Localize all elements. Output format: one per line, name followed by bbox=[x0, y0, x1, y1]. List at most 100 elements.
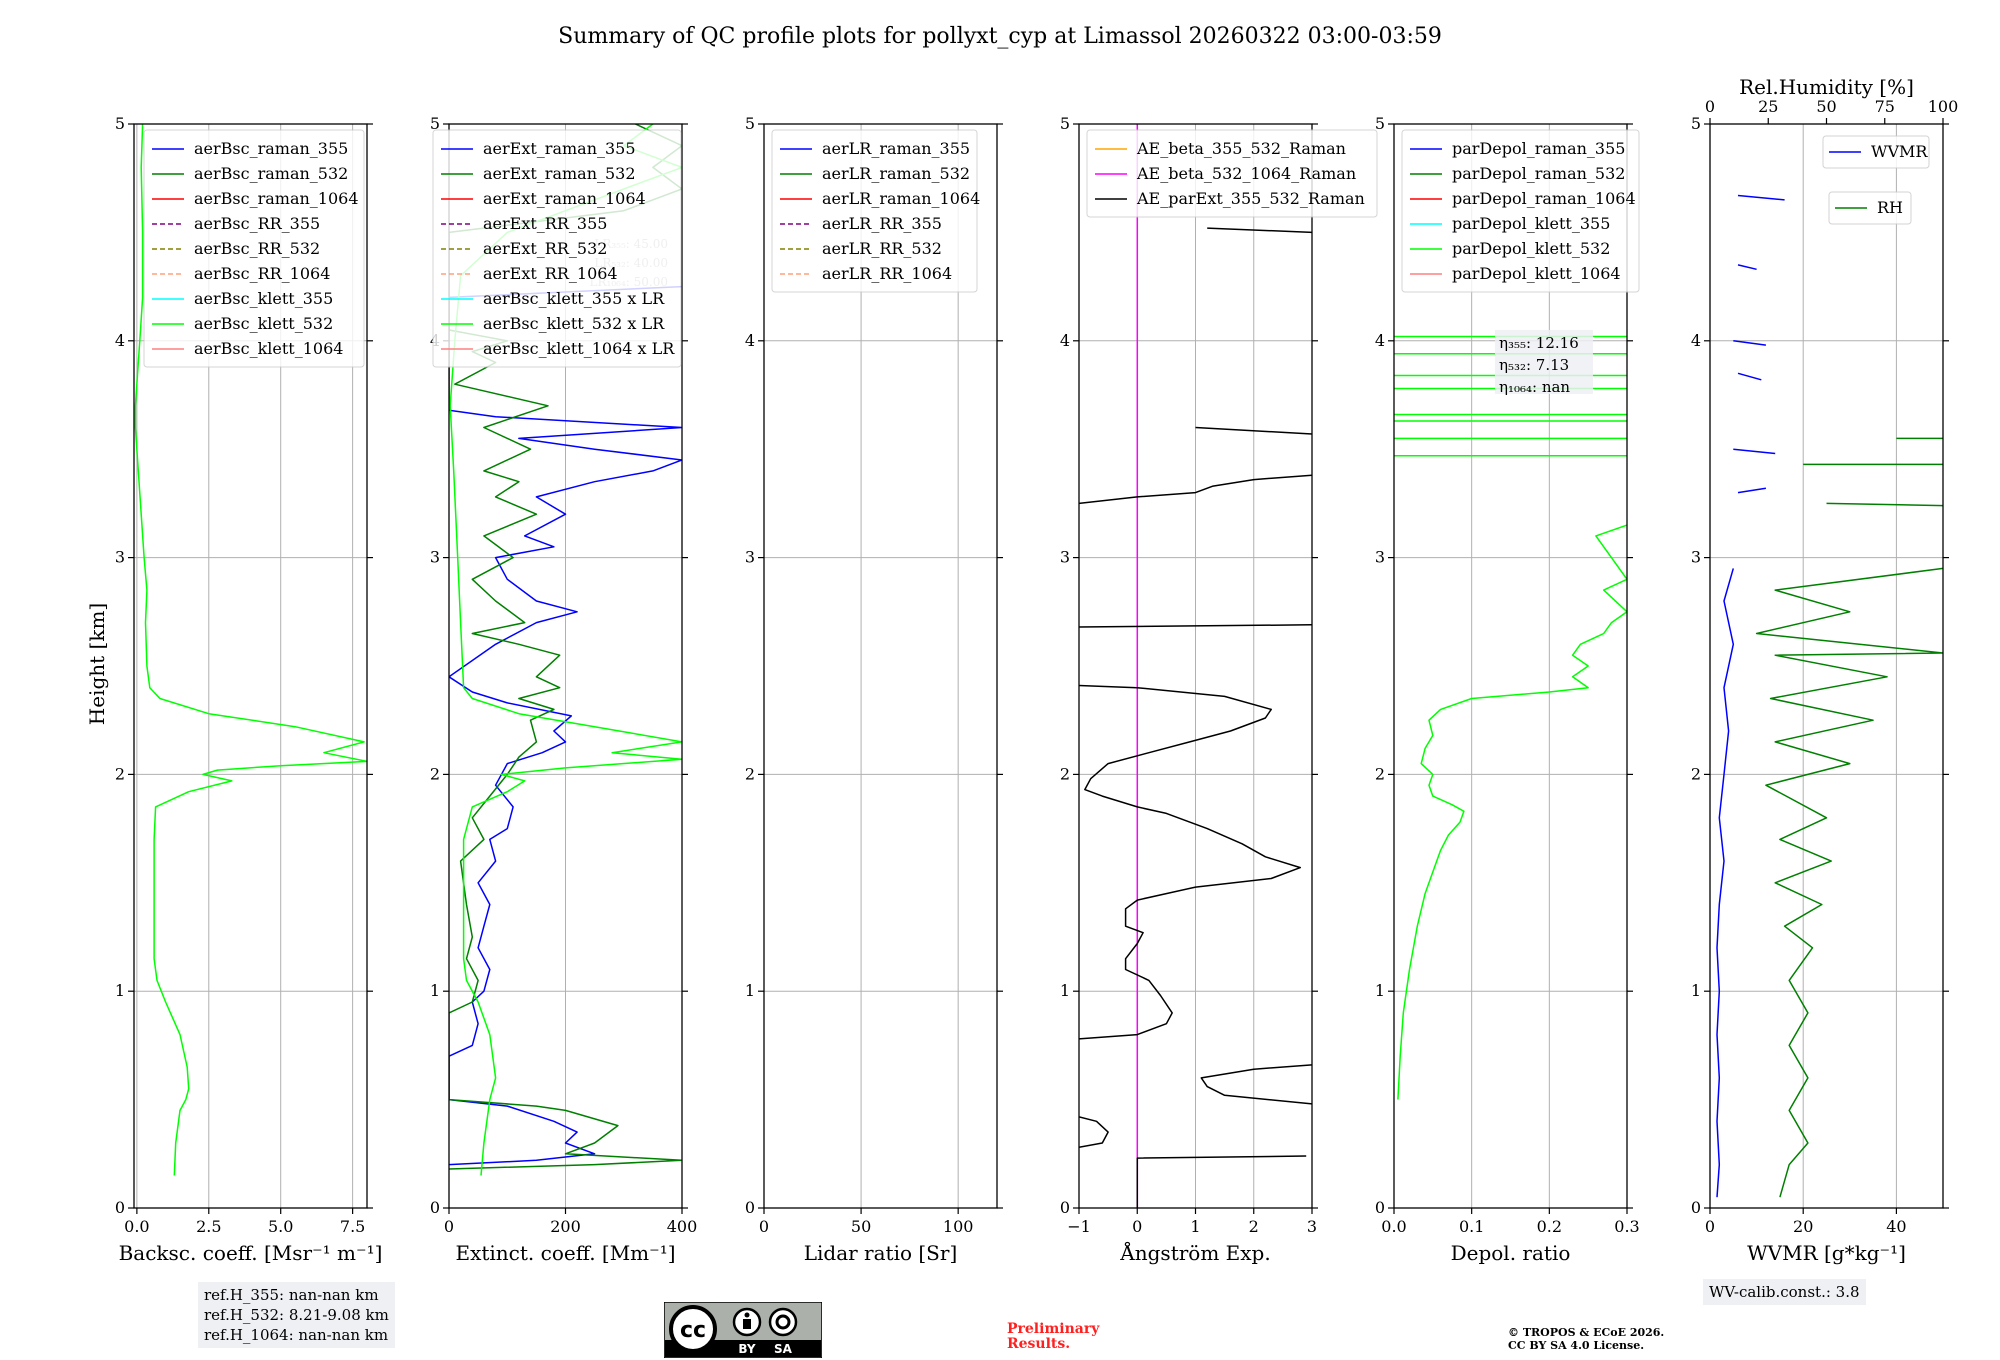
legend-label: WVMR bbox=[1871, 142, 1928, 161]
wv-calib-box: WV-calib.const.: 3.8 bbox=[1703, 1279, 1866, 1305]
y-tick-label: 3 bbox=[115, 548, 125, 567]
series-line-AE_parExt_355_532_Raman bbox=[1079, 624, 1312, 628]
y-tick-label: 1 bbox=[430, 981, 440, 1000]
x-tick-label: 7.5 bbox=[340, 1217, 365, 1236]
legend-label: aerLR_raman_355 bbox=[822, 139, 970, 158]
series-line-AE_parExt_355_532_Raman bbox=[1207, 227, 1312, 234]
legend-label: aerLR_RR_355 bbox=[822, 214, 942, 233]
x-tick-label: 5.0 bbox=[268, 1217, 293, 1236]
y-tick-label: 5 bbox=[1375, 114, 1385, 133]
y-tick-label: 4 bbox=[1060, 331, 1070, 350]
x-tick-label: 0.0 bbox=[124, 1217, 149, 1236]
axes-frame bbox=[763, 123, 998, 1209]
x-tick-label: 0.0 bbox=[1381, 1217, 1406, 1236]
axes-frame bbox=[1393, 123, 1628, 1209]
x-tick-label: 200 bbox=[550, 1217, 581, 1236]
legend-label: aerExt_RR_532 bbox=[483, 239, 607, 258]
copyright-note: © TROPOS & ECoE 2026. CC BY SA 4.0 Licen… bbox=[1508, 1326, 1664, 1352]
y-tick-label: 3 bbox=[1691, 548, 1701, 567]
legend-label: aerBsc_klett_532 bbox=[194, 314, 333, 333]
y-axis-label: Height [km] bbox=[85, 603, 109, 725]
x-tick-label: 40 bbox=[1886, 1217, 1906, 1236]
x-tick-label: 1 bbox=[1190, 1217, 1200, 1236]
series-line-WVMR bbox=[1716, 568, 1735, 1198]
panel-bsc: 0.0 2.5 5.0 7.5 0 1 2 3 4 5 Backsc. coeff. [Msr⁻¹ … bbox=[115, 114, 383, 1265]
legend-label: AE_beta_532_1064_Raman bbox=[1136, 164, 1356, 183]
legend-label: parDepol_raman_532 bbox=[1452, 164, 1625, 183]
x-tick-label: 400 bbox=[667, 1217, 698, 1236]
x-tick-label: 0 bbox=[1705, 1217, 1715, 1236]
cc-by-sa-badge: cc BY SA bbox=[664, 1302, 822, 1358]
legend-label: aerBsc_klett_1064 x LR bbox=[483, 339, 675, 358]
legend-frame bbox=[1086, 129, 1378, 218]
series-line-WVMR bbox=[1737, 372, 1762, 381]
copyright-line-1: © TROPOS & ECoE 2026. bbox=[1508, 1326, 1665, 1339]
x-tick-label: 0 bbox=[1132, 1217, 1142, 1236]
eta-label: η₁₀₆₄: nan bbox=[1499, 378, 1570, 396]
series-line-AE_parExt_355_532_Raman bbox=[1195, 426, 1312, 435]
cc-text: cc bbox=[680, 1318, 706, 1343]
legend-label: aerBsc_RR_355 bbox=[194, 214, 320, 233]
x-tick-label: −1 bbox=[1067, 1217, 1091, 1236]
legend: aerExt_raman_355 aerExt_raman_532 aerExt_r… bbox=[432, 129, 682, 368]
legend: aerBsc_raman_355 aerBsc_raman_532 aerBsc_r… bbox=[143, 129, 365, 368]
y-tick-label: 3 bbox=[745, 548, 755, 567]
y-tick-label: 1 bbox=[115, 981, 125, 1000]
legend-label: RH bbox=[1877, 198, 1903, 217]
x-axis-label: Backsc. coeff. [Msr⁻¹ m⁻¹] bbox=[119, 1241, 383, 1265]
legend-label: aerBsc_klett_532 x LR bbox=[483, 314, 665, 333]
series-line-RH bbox=[1755, 567, 1943, 1198]
legend-frame bbox=[771, 129, 978, 293]
y-tick-label: 5 bbox=[745, 114, 755, 133]
y-tick-label: 3 bbox=[1375, 548, 1385, 567]
top-x-axis-label: Rel.Humidity [%] bbox=[1739, 75, 1914, 99]
y-tick-label: 3 bbox=[1060, 548, 1070, 567]
y-tick-label: 4 bbox=[1691, 331, 1701, 350]
by-text: BY bbox=[738, 1342, 755, 1356]
y-tick-label: 4 bbox=[115, 331, 125, 350]
legend-label: aerBsc_raman_532 bbox=[194, 164, 348, 183]
x-axis-label: Depol. ratio bbox=[1451, 1241, 1571, 1265]
legend-label: parDepol_klett_355 bbox=[1452, 214, 1610, 233]
series-line-WVMR bbox=[1733, 340, 1766, 346]
eta-label: η₃₅₅: 12.16 bbox=[1499, 334, 1579, 352]
copyright-line-2: CC BY SA 4.0 License. bbox=[1508, 1339, 1645, 1352]
y-tick-label: 2 bbox=[1375, 764, 1385, 783]
y-tick-label: 1 bbox=[745, 981, 755, 1000]
legend-label: aerLR_RR_532 bbox=[822, 239, 942, 258]
legend-label: aerBsc_klett_1064 bbox=[194, 339, 343, 358]
legend-label: AE_beta_355_532_Raman bbox=[1136, 139, 1346, 158]
legend-frame bbox=[1828, 191, 1912, 225]
x-tick-label: 2.5 bbox=[196, 1217, 221, 1236]
y-tick-label: 0 bbox=[1691, 1198, 1701, 1217]
legend-frame bbox=[432, 129, 682, 368]
axes-frame bbox=[1709, 123, 1944, 1209]
series-group bbox=[134, 124, 367, 1176]
x-tick-label: 3 bbox=[1307, 1217, 1317, 1236]
x-tick-label: 100 bbox=[943, 1217, 974, 1236]
y-tick-label: 2 bbox=[1060, 764, 1070, 783]
y-tick-label: 2 bbox=[430, 764, 440, 783]
panel-depol: 0.0 0.1 0.2 0.3 0 1 2 3 4 5 Depol. ratio η₃₅₅: 12.1… bbox=[1375, 114, 1640, 1265]
series-line-RH bbox=[1826, 502, 1943, 507]
panels: 0.0 2.5 5.0 7.5 0 1 2 3 4 5 Backsc. coeff. [Msr⁻¹ … bbox=[115, 75, 1958, 1265]
series-line-AE_parExt_355_532_Raman bbox=[1079, 474, 1312, 505]
eta-box bbox=[1494, 329, 1593, 394]
legend-label: aerBsc_klett_355 bbox=[194, 289, 333, 308]
series-line-AE_parExt_355_532_Raman bbox=[1079, 684, 1302, 1040]
legend-label: aerExt_raman_532 bbox=[483, 164, 636, 183]
wv-calib-constant: WV-calib.const.: 3.8 bbox=[1709, 1283, 1860, 1301]
axes-frame bbox=[133, 123, 368, 1209]
legend-label: aerExt_raman_355 bbox=[483, 139, 636, 158]
legend-label: parDepol_klett_1064 bbox=[1452, 264, 1621, 283]
x-axis-label: Extinct. coeff. [Mm⁻¹] bbox=[455, 1241, 675, 1265]
y-tick-label: 5 bbox=[430, 114, 440, 133]
y-tick-label: 1 bbox=[1375, 981, 1385, 1000]
legend-label: aerBsc_raman_1064 bbox=[194, 189, 359, 208]
legend-label: aerLR_RR_1064 bbox=[822, 264, 952, 283]
y-tick-label: 1 bbox=[1060, 981, 1070, 1000]
y-tick-label: 5 bbox=[115, 114, 125, 133]
y-tick-label: 0 bbox=[115, 1198, 125, 1217]
series-line-WVMR bbox=[1733, 448, 1776, 455]
